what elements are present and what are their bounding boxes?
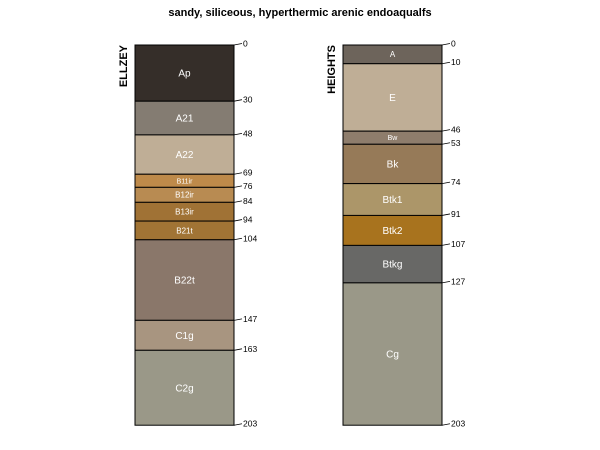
depth-label: 30 (243, 95, 253, 105)
horizon-label: A22 (176, 150, 194, 161)
horizon-label: Btk1 (382, 195, 402, 206)
depth-label: 203 (451, 419, 465, 429)
depth-tick (441, 142, 451, 145)
depth-tick (441, 213, 451, 216)
depth-label: 46 (451, 125, 461, 135)
horizon-label: B13ir (175, 208, 194, 217)
depth-tick (233, 423, 243, 426)
horizon-band (342, 214, 443, 246)
depth-tick (233, 133, 243, 136)
soil-profile-ellzey: ELLZEY Ap A21 A22 B11ir B12ir B13ir B21t B22t C1g… (118, 39, 257, 429)
horizon-label: Btkg (382, 260, 402, 271)
depth-label: 203 (243, 419, 257, 429)
depth-tick (233, 43, 243, 46)
depth-tick (441, 280, 451, 284)
depth-tick (233, 348, 243, 351)
depth-label: 53 (451, 138, 461, 148)
depth-label: 104 (243, 233, 257, 243)
depth-label: 69 (243, 168, 253, 178)
horizon-band (342, 244, 443, 284)
horizon-label: Bw (388, 135, 399, 142)
depth-label: 10 (451, 57, 461, 67)
horizon-label: B11ir (177, 178, 193, 185)
depth-tick (233, 237, 243, 241)
horizon-label: Btk2 (382, 226, 402, 237)
depth-tick (233, 219, 243, 222)
horizon-label: B12ir (175, 191, 194, 200)
horizon-band (134, 44, 235, 102)
depth-label: 147 (243, 314, 257, 324)
horizon-band (134, 239, 235, 321)
depth-tick (441, 243, 451, 246)
depth-tick (233, 318, 243, 321)
profile-name: HEIGHTS (326, 45, 338, 94)
depth-label: 76 (243, 181, 253, 191)
depth-label: 107 (451, 239, 465, 249)
horizon-label: Cg (386, 350, 399, 361)
horizon-label: Bk (387, 160, 400, 171)
depth-tick (233, 185, 243, 188)
depth-label: 0 (243, 39, 248, 49)
horizon-band (134, 134, 235, 175)
profiles-layer: ELLZEY Ap A21 A22 B11ir B12ir B13ir B21t B22t C1g… (118, 39, 465, 429)
depth-label: 84 (243, 196, 253, 206)
horizon-band (134, 349, 235, 426)
diagram-title: sandy, siliceous, hyperthermic arenic en… (168, 7, 431, 19)
horizon-label: C2g (175, 383, 193, 394)
soil-profile-heights: HEIGHTS A E Bw Bk Btk1 Btk2 Btkg Cg 0 10 46 53 74 91 10… (326, 39, 465, 429)
depth-tick (441, 43, 451, 46)
depth-tick (233, 172, 243, 175)
horizon-band (342, 63, 443, 132)
depth-label: 127 (451, 276, 465, 286)
depth-tick (441, 61, 451, 65)
horizon-band (342, 183, 443, 216)
horizon-label: Ap (178, 69, 191, 80)
depth-tick (233, 200, 243, 203)
depth-tick (441, 423, 451, 426)
profile-name: ELLZEY (118, 44, 130, 87)
horizon-label: B22t (174, 276, 195, 287)
depth-label: 91 (451, 209, 461, 219)
horizon-band (342, 282, 443, 426)
horizon-label: E (389, 93, 396, 104)
depth-tick (233, 99, 243, 102)
depth-label: 0 (451, 39, 456, 49)
horizon-label: A (390, 50, 396, 59)
horizon-band (342, 143, 443, 185)
depth-label: 48 (243, 128, 253, 138)
horizon-label: B21t (176, 226, 193, 235)
horizon-label: C1g (175, 331, 193, 342)
horizon-band (134, 100, 235, 136)
depth-tick (441, 129, 451, 132)
horizon-label: A21 (176, 114, 194, 125)
depth-tick (441, 181, 451, 184)
depth-label: 94 (243, 215, 253, 225)
depth-label: 74 (451, 177, 461, 187)
depth-label: 163 (243, 344, 257, 354)
